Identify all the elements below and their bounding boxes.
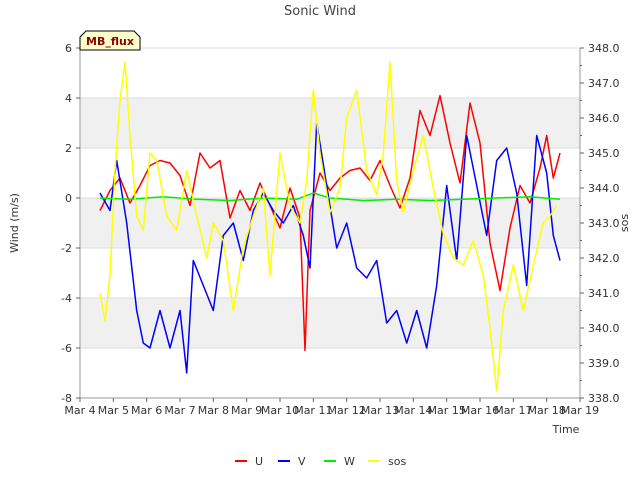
- y2-tick-label: 346.0: [588, 112, 620, 125]
- x-tick-label: Mar 10: [261, 404, 299, 417]
- y-tick-label: 2: [65, 142, 72, 155]
- y2-tick-label: 343.0: [588, 217, 620, 230]
- x-tick-label: Mar 6: [131, 404, 162, 417]
- x-tick-label: Mar 12: [328, 404, 366, 417]
- series-line-sos: [99, 61, 558, 392]
- y-tick-label: -4: [61, 292, 72, 305]
- x-tick-label: Mar 4: [64, 404, 95, 417]
- x-tick-label: Mar 17: [494, 404, 532, 417]
- legend-label-sos: sos: [388, 455, 406, 468]
- y2-tick-label: 339.0: [588, 357, 620, 370]
- y-tick-label: -2: [61, 242, 72, 255]
- series-line-u: [99, 94, 561, 352]
- x-axis-label: Time: [552, 423, 580, 436]
- x-tick-label: Mar 14: [394, 404, 432, 417]
- y-tick-label: -6: [61, 342, 72, 355]
- series-line-w: [99, 192, 561, 202]
- y2-tick-label: 347.0: [588, 77, 620, 90]
- y2-tick-label: 342.0: [588, 252, 620, 265]
- x-tick-label: Mar 13: [361, 404, 399, 417]
- chart-title: Sonic Wind: [284, 4, 356, 19]
- y2-tick-label: 340.0: [588, 322, 620, 335]
- y-tick-label: 4: [65, 92, 72, 105]
- x-tick-label: Mar 7: [164, 404, 195, 417]
- x-tick-label: Mar 9: [231, 404, 262, 417]
- legend-label-v: V: [298, 455, 306, 468]
- y2-tick-label: 345.0: [588, 147, 620, 160]
- legend-label-u: U: [255, 455, 263, 468]
- y-tick-label: 0: [65, 192, 72, 205]
- y-axis-label: Wind (m/s): [8, 193, 21, 253]
- x-tick-label: Mar 11: [294, 404, 332, 417]
- station-badge: MB_flux: [79, 30, 141, 51]
- x-tick-label: Mar 19: [561, 404, 599, 417]
- x-tick-label: Mar 16: [461, 404, 499, 417]
- x-tick-label: Mar 8: [198, 404, 229, 417]
- y2-tick-label: 341.0: [588, 287, 620, 300]
- y2-tick-label: 348.0: [588, 42, 620, 55]
- x-tick-label: Mar 18: [528, 404, 566, 417]
- y2-axis-label: sos: [618, 214, 631, 232]
- y-tick-label: 6: [65, 42, 72, 55]
- station-badge-label: MB_flux: [86, 35, 134, 48]
- y-tick-label: -8: [61, 392, 72, 405]
- y2-tick-label: 344.0: [588, 182, 620, 195]
- x-tick-label: Mar 5: [98, 404, 129, 417]
- x-tick-label: Mar 15: [428, 404, 466, 417]
- legend-label-w: W: [344, 455, 355, 468]
- y2-tick-label: 338.0: [588, 392, 620, 405]
- series-line-v: [99, 122, 561, 374]
- plot-band: [80, 98, 580, 148]
